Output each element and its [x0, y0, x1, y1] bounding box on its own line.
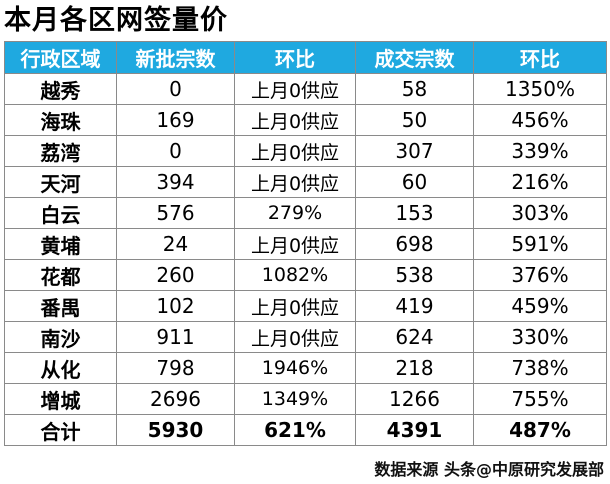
header-deals: 成交宗数 — [355, 41, 474, 74]
table-row: 海珠 169 上月0供应 50 456% — [4, 104, 607, 136]
new-approved-cell: 102 — [116, 290, 235, 322]
mom-new-cell: 1946% — [234, 352, 356, 384]
mom-new-cell: 上月0供应 — [234, 104, 356, 136]
new-approved-cell: 5930 — [116, 414, 235, 446]
mom-new-cell: 279% — [234, 197, 356, 229]
deals-cell: 1266 — [355, 383, 474, 415]
mom-deals-cell: 303% — [473, 197, 607, 229]
mom-new-cell: 上月0供应 — [234, 228, 356, 260]
new-approved-cell: 911 — [116, 321, 235, 353]
deals-cell: 218 — [355, 352, 474, 384]
district-cell: 黄埔 — [4, 228, 117, 260]
mom-deals-cell: 487% — [473, 414, 607, 446]
district-cell: 从化 — [4, 352, 117, 384]
mom-new-cell: 1082% — [234, 259, 356, 291]
mom-new-cell: 1349% — [234, 383, 356, 415]
district-cell: 番禺 — [4, 290, 117, 322]
header-mom-deals: 环比 — [473, 41, 607, 74]
mom-deals-cell: 738% — [473, 352, 607, 384]
mom-deals-cell: 755% — [473, 383, 607, 415]
new-approved-cell: 798 — [116, 352, 235, 384]
deals-cell: 4391 — [355, 414, 474, 446]
data-source-note: 数据来源 头条@中原研究发展部 — [374, 460, 604, 479]
mom-new-cell: 621% — [234, 414, 356, 446]
table-row: 白云 576 279% 153 303% — [4, 197, 607, 229]
mom-deals-cell: 339% — [473, 135, 607, 167]
table-row: 天河 394 上月0供应 60 216% — [4, 166, 607, 198]
total-row: 合计 5930 621% 4391 487% — [4, 414, 607, 446]
mom-deals-cell: 591% — [473, 228, 607, 260]
table-row: 从化 798 1946% 218 738% — [4, 352, 607, 384]
deals-cell: 307 — [355, 135, 474, 167]
deals-cell: 624 — [355, 321, 474, 353]
district-cell: 海珠 — [4, 104, 117, 136]
mom-deals-cell: 376% — [473, 259, 607, 291]
table-row: 南沙 911 上月0供应 624 330% — [4, 321, 607, 353]
deals-cell: 58 — [355, 73, 474, 105]
mom-deals-cell: 330% — [473, 321, 607, 353]
deals-cell: 60 — [355, 166, 474, 198]
table-row: 增城 2696 1349% 1266 755% — [4, 383, 607, 415]
district-sales-table: 行政区域 新批宗数 环比 成交宗数 环比 越秀 0 上月0供应 58 1350% 海珠 16… — [4, 41, 607, 446]
district-cell: 花都 — [4, 259, 117, 291]
district-cell: 荔湾 — [4, 135, 117, 167]
district-cell: 南沙 — [4, 321, 117, 353]
header-new-approved: 新批宗数 — [116, 41, 235, 74]
new-approved-cell: 260 — [116, 259, 235, 291]
mom-new-cell: 上月0供应 — [234, 135, 356, 167]
mom-deals-cell: 456% — [473, 104, 607, 136]
page-title: 本月各区网签量价 — [4, 5, 228, 36]
table-row: 黄埔 24 上月0供应 698 591% — [4, 228, 607, 260]
new-approved-cell: 169 — [116, 104, 235, 136]
district-cell: 增城 — [4, 383, 117, 415]
deals-cell: 419 — [355, 290, 474, 322]
deals-cell: 538 — [355, 259, 474, 291]
district-cell: 天河 — [4, 166, 117, 198]
table-header-row: 行政区域 新批宗数 环比 成交宗数 环比 — [4, 41, 607, 74]
mom-deals-cell: 1350% — [473, 73, 607, 105]
table-row: 花都 260 1082% 538 376% — [4, 259, 607, 291]
new-approved-cell: 394 — [116, 166, 235, 198]
table-row: 越秀 0 上月0供应 58 1350% — [4, 73, 607, 105]
table-row: 番禺 102 上月0供应 419 459% — [4, 290, 607, 322]
district-cell: 越秀 — [4, 73, 117, 105]
header-district: 行政区域 — [4, 41, 117, 74]
district-cell: 白云 — [4, 197, 117, 229]
deals-cell: 698 — [355, 228, 474, 260]
mom-new-cell: 上月0供应 — [234, 290, 356, 322]
new-approved-cell: 576 — [116, 197, 235, 229]
deals-cell: 153 — [355, 197, 474, 229]
mom-deals-cell: 216% — [473, 166, 607, 198]
deals-cell: 50 — [355, 104, 474, 136]
mom-deals-cell: 459% — [473, 290, 607, 322]
header-mom-new: 环比 — [234, 41, 356, 74]
new-approved-cell: 0 — [116, 135, 235, 167]
new-approved-cell: 2696 — [116, 383, 235, 415]
mom-new-cell: 上月0供应 — [234, 73, 356, 105]
new-approved-cell: 24 — [116, 228, 235, 260]
new-approved-cell: 0 — [116, 73, 235, 105]
mom-new-cell: 上月0供应 — [234, 321, 356, 353]
mom-new-cell: 上月0供应 — [234, 166, 356, 198]
table-row: 荔湾 0 上月0供应 307 339% — [4, 135, 607, 167]
district-cell: 合计 — [4, 414, 117, 446]
